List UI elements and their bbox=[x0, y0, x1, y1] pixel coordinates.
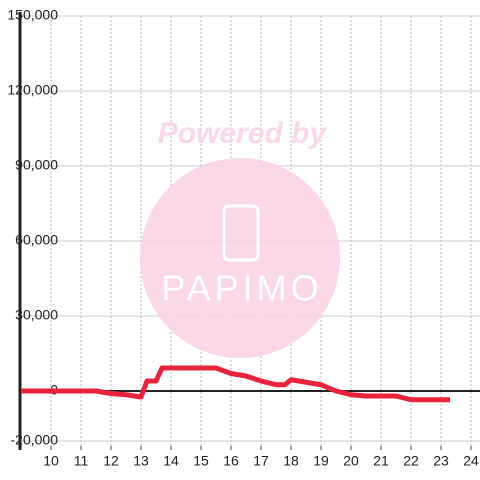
x-tick-label: 14 bbox=[163, 453, 179, 469]
watermark-circle bbox=[140, 158, 340, 358]
y-tick-label: 30,000 bbox=[15, 307, 58, 323]
x-tick-label: 15 bbox=[193, 453, 209, 469]
x-tick-label: 12 bbox=[103, 453, 119, 469]
y-tick-label: 90,000 bbox=[15, 157, 58, 173]
x-tick-label: 10 bbox=[43, 453, 59, 469]
x-tick-label: 22 bbox=[403, 453, 419, 469]
watermark-logo: PAPIMO bbox=[161, 268, 322, 309]
x-tick-label: 11 bbox=[74, 453, 89, 469]
x-tick-label: 20 bbox=[343, 453, 359, 469]
x-tick-label: 24 bbox=[463, 453, 479, 469]
y-tick-label: 120,000 bbox=[7, 82, 58, 98]
x-tick-label: 16 bbox=[223, 453, 239, 469]
y-tick-label: -20,000 bbox=[11, 432, 59, 448]
x-tick-label: 19 bbox=[313, 453, 329, 469]
y-tick-label: 150,000 bbox=[7, 7, 58, 23]
watermark: Powered by PAPIMO bbox=[140, 117, 340, 358]
x-tick-label: 13 bbox=[133, 453, 149, 469]
y-tick-label: 60,000 bbox=[15, 232, 58, 248]
x-tick-label: 21 bbox=[373, 453, 389, 469]
watermark-text: Powered by bbox=[158, 117, 328, 150]
data-line bbox=[21, 365, 450, 403]
x-tick-label: 18 bbox=[283, 453, 299, 469]
watermark-phone bbox=[222, 204, 260, 262]
x-tick-label: 17 bbox=[253, 453, 269, 469]
x-tick-label: 23 bbox=[433, 453, 449, 469]
